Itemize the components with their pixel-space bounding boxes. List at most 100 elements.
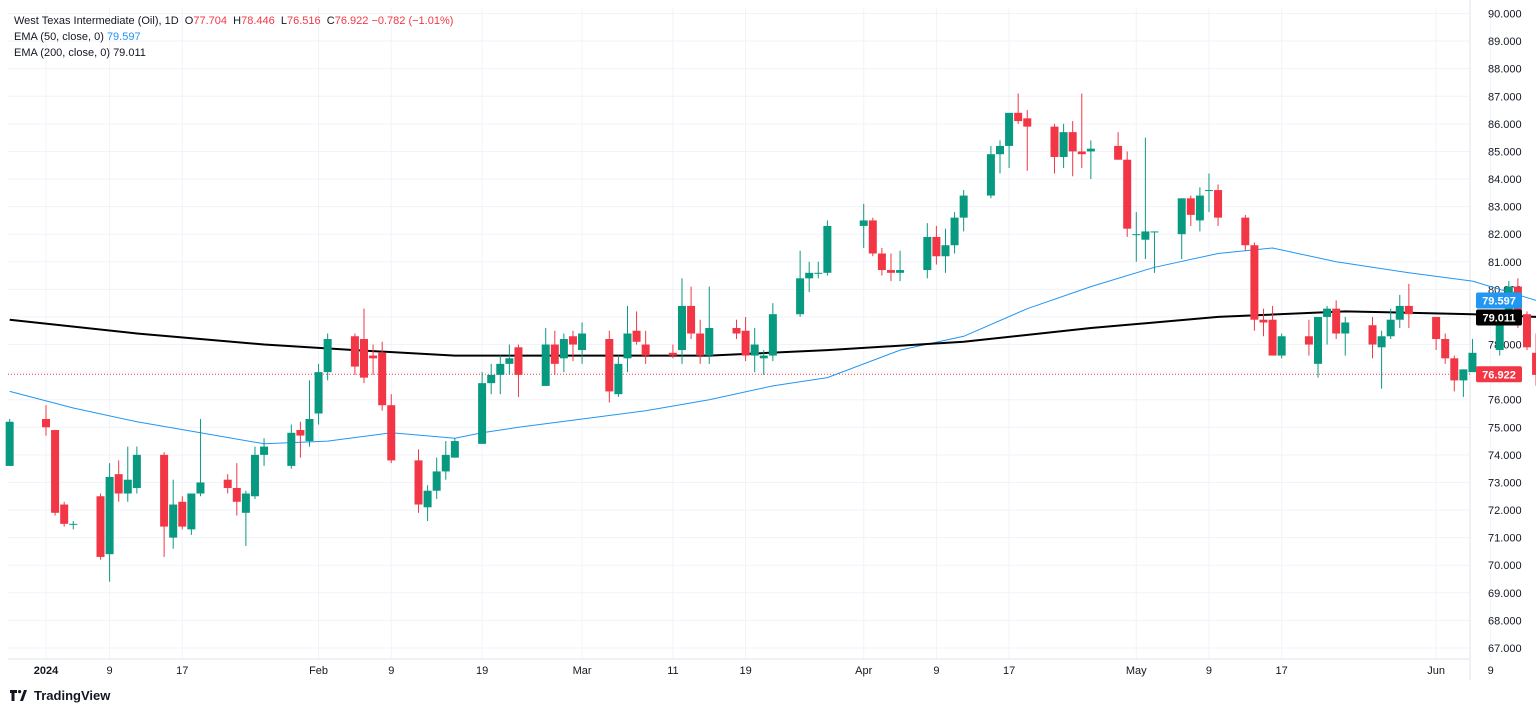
candle-body — [241, 493, 250, 513]
candle-body — [432, 471, 441, 491]
candle-body — [5, 421, 14, 466]
x-tick-label: 9 — [388, 665, 394, 677]
y-tick-label: 75.000 — [1488, 422, 1522, 434]
candle-body — [1214, 190, 1223, 218]
candle-body — [1132, 234, 1141, 236]
candle-body — [1441, 339, 1450, 359]
y-tick-label: 85.000 — [1488, 146, 1522, 158]
candle-body — [759, 355, 768, 359]
legend-ema50-row[interactable]: EMA (50, close, 0) 79.597 — [14, 29, 453, 45]
candle-body — [1023, 118, 1032, 127]
candle-body — [687, 305, 696, 334]
y-tick-label: 84.000 — [1488, 174, 1522, 186]
candle-body — [814, 272, 823, 274]
candle-body — [877, 253, 886, 271]
y-tick-label: 69.000 — [1488, 588, 1522, 600]
candle-body — [768, 314, 777, 356]
ohlc-close: C76.922 — [326, 15, 369, 27]
candle-body — [1068, 132, 1077, 152]
price-label-text: 76.922 — [1482, 369, 1516, 381]
y-tick-label: 83.000 — [1488, 202, 1522, 214]
ema200-value: 79.011 — [113, 47, 146, 59]
y-tick-label: 88.000 — [1488, 64, 1522, 76]
candle-body — [314, 372, 323, 414]
candle-body — [559, 339, 568, 359]
candle-body — [696, 333, 705, 356]
candle-body — [178, 501, 187, 527]
candle-body — [923, 236, 932, 271]
candle-body — [959, 195, 968, 218]
legend-ema200-row[interactable]: EMA (200, close, 0) 79.011 — [14, 45, 453, 61]
brand-name: TradingView — [34, 688, 111, 703]
candle-body — [623, 333, 632, 359]
y-tick-label: 74.000 — [1488, 450, 1522, 462]
y-tick-label: 89.000 — [1488, 36, 1522, 48]
candle-body — [1323, 308, 1332, 317]
candle-body — [196, 482, 205, 494]
candle-body — [1450, 358, 1459, 381]
candle-body — [578, 333, 587, 351]
candle-body — [123, 479, 132, 494]
candle-body — [1014, 112, 1023, 122]
ema50-label: EMA (50, close, 0) — [14, 31, 104, 43]
candle-body — [1059, 132, 1068, 157]
x-tick-label: 9 — [933, 665, 939, 677]
price-label-badge — [1476, 366, 1522, 383]
candle-body — [323, 339, 332, 373]
candle-body — [1386, 319, 1395, 337]
candle-body — [1277, 336, 1286, 356]
candle-body — [1332, 308, 1341, 334]
candle-body — [287, 432, 296, 466]
legend-symbol-row: West Texas Intermediate (Oil), 1D O77.70… — [14, 13, 453, 29]
candle-body — [668, 352, 677, 356]
candle-body — [1495, 314, 1504, 351]
y-tick-label: 82.000 — [1488, 229, 1522, 241]
candle-body — [1250, 245, 1259, 320]
x-tick-label: 19 — [476, 665, 488, 677]
candle-body — [641, 344, 650, 356]
candle-body — [886, 270, 895, 273]
candle-body — [51, 430, 60, 513]
candle-body — [1114, 145, 1123, 160]
candle-body — [187, 493, 196, 530]
candle-body — [487, 374, 496, 384]
candle-body — [69, 523, 78, 525]
candle-body — [1432, 316, 1441, 340]
candle-body — [1150, 231, 1159, 233]
candle-body — [1368, 325, 1377, 345]
x-tick-label: Mar — [573, 665, 592, 677]
candle-body — [732, 327, 741, 334]
candle-body — [614, 363, 623, 395]
x-tick-label: 19 — [739, 665, 751, 677]
candle-body — [96, 496, 105, 557]
candle-body — [1123, 159, 1132, 229]
candle-body — [1268, 319, 1277, 356]
candle-body — [1086, 148, 1095, 152]
candle-body — [1186, 198, 1195, 215]
candle-body — [387, 405, 396, 461]
candle-body — [1395, 305, 1404, 320]
candle-body — [1050, 126, 1059, 157]
price-change: −0.782 (−1.01%) — [371, 15, 454, 27]
ema50-value: 79.597 — [106, 31, 141, 43]
candle-body — [350, 336, 359, 367]
tradingview-logo[interactable]: TradingView — [10, 688, 110, 703]
symbol-title[interactable]: West Texas Intermediate (Oil), 1D — [14, 15, 179, 27]
y-tick-label: 86.000 — [1488, 119, 1522, 131]
ema50-line — [9, 247, 1536, 445]
candle-body — [859, 220, 868, 226]
y-tick-label: 70.000 — [1488, 560, 1522, 572]
candle-body — [632, 330, 641, 342]
x-tick-label: May — [1126, 665, 1147, 677]
candle-body — [568, 336, 577, 345]
x-tick-label: Apr — [855, 665, 872, 677]
candle-body — [114, 474, 123, 494]
candle-body — [496, 363, 505, 375]
candle-body — [42, 419, 50, 428]
candle-body — [550, 344, 559, 364]
x-tick-label: 9 — [1206, 665, 1212, 677]
candle-body — [160, 454, 169, 527]
y-tick-label: 90.000 — [1488, 9, 1522, 21]
candle-body — [1241, 217, 1250, 246]
